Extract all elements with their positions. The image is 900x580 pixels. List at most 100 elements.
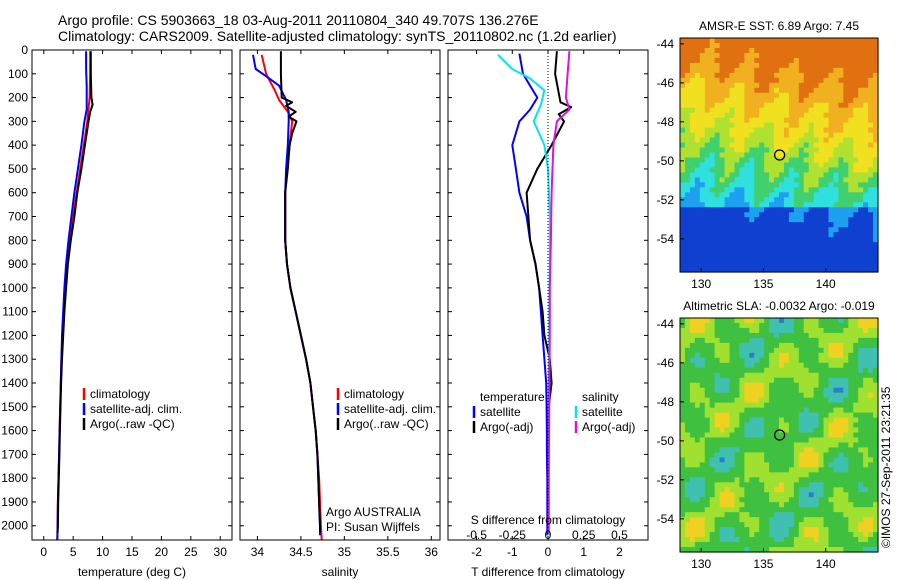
legend-salinity-title: salinity xyxy=(582,390,619,404)
figure-header: Argo profile: CS 5903663_18 03-Aug-2011 … xyxy=(58,12,616,44)
depth-tick-label: 1600 xyxy=(1,424,28,438)
temperature-xtick-label: 20 xyxy=(155,545,169,559)
difference-xtick-label: -1 xyxy=(507,545,518,559)
temperature-xtick-label: 10 xyxy=(96,545,110,559)
temperature-legend-entry: Argo(..raw -QC) xyxy=(90,417,175,431)
legend-temperature-entry: Argo(-adj) xyxy=(480,420,533,434)
sst-map-argo-marker xyxy=(773,149,786,161)
sst-map: AMSR-E SST: 6.89 Argo: 7.45 130 135 140 -44 -… xyxy=(657,19,879,291)
temperature-series-satellite-adj-clim- xyxy=(56,51,88,541)
depth-tick-label: 1300 xyxy=(1,352,28,366)
depth-tick-label: 100 xyxy=(8,67,28,81)
depth-tick-label: 200 xyxy=(8,91,28,105)
sla-map-ytick-label: -46 xyxy=(657,356,675,370)
temperature-panel: 0 5 10 15 20 25 300100200300400500600700800900… xyxy=(1,43,233,579)
sla-map-xtick-label: 140 xyxy=(816,557,836,571)
sla-map-argo-marker xyxy=(773,429,786,441)
difference-xtick-top-label: -0.25 xyxy=(499,528,527,542)
salinity-legend-entry: satellite-adj. clim. xyxy=(344,402,436,416)
salinity-xtick-label: 35.5 xyxy=(376,545,400,559)
difference-xlabel-top: S difference from climatology xyxy=(471,513,626,527)
depth-tick-label: 1000 xyxy=(1,281,28,295)
salinity-xtick-label: 34 xyxy=(251,545,265,559)
difference-xtick-label: 1 xyxy=(580,545,587,559)
difference-series-salinity-argo-adj- xyxy=(547,51,571,533)
depth-tick-label: 900 xyxy=(8,257,28,271)
depth-tick-label: 2000 xyxy=(1,519,28,533)
depth-tick-label: 1700 xyxy=(1,447,28,461)
header-line-1: Argo profile: CS 5903663_18 03-Aug-2011 … xyxy=(58,12,539,28)
depth-tick-label: 0 xyxy=(21,43,28,57)
sst-map-ytick-label: -44 xyxy=(657,37,675,51)
salinity-legend-entry: climatology xyxy=(344,387,404,401)
sst-map-xtick-label: 140 xyxy=(816,277,836,291)
depth-tick-label: 700 xyxy=(8,210,28,224)
sst-map-ytick-label: -52 xyxy=(657,193,675,207)
sst-map-ytick-label: -48 xyxy=(657,115,675,129)
sla-map-ytick-label: -52 xyxy=(657,473,675,487)
sst-map-ytick-label: -46 xyxy=(657,76,675,90)
temperature-legend-entry: satellite-adj. clim. xyxy=(90,402,182,416)
difference-series-salinity-satellite xyxy=(497,54,551,536)
depth-tick-label: 800 xyxy=(8,233,28,247)
salinity-series-argo-raw-qc- xyxy=(279,51,321,533)
sst-map-field xyxy=(680,38,879,273)
difference-xtick-top-label: -0.5 xyxy=(466,528,487,542)
depth-tick-label: 400 xyxy=(8,138,28,152)
temperature-frame xyxy=(31,49,233,541)
salinity-xlabel: salinity xyxy=(322,565,359,579)
temperature-legend-entry: climatology xyxy=(90,387,150,401)
sst-map-xtick-label: 130 xyxy=(691,277,711,291)
salinity-series-satellite-adj-clim- xyxy=(252,54,321,536)
difference-series-satellite xyxy=(511,53,549,536)
difference-xlabel: T difference from climatology xyxy=(471,565,625,579)
sst-map-ytick-label: -50 xyxy=(657,154,675,168)
depth-tick-label: 1900 xyxy=(1,495,28,509)
temperature-xtick-label: 15 xyxy=(125,545,139,559)
depth-tick-label: 500 xyxy=(8,162,28,176)
salinity-xtick-label: 34.5 xyxy=(289,545,313,559)
salinity-frame xyxy=(239,49,441,541)
sst-map-xtick-label: 135 xyxy=(753,277,773,291)
temperature-series-argo-raw-qc- xyxy=(56,51,94,533)
legend-temperature-entry: satellite xyxy=(480,405,521,419)
float-annotation: Argo AUSTRALIA xyxy=(326,505,421,519)
depth-tick-label: 600 xyxy=(8,186,28,200)
header-line-2: Climatology: CARS2009. Satellite-adjuste… xyxy=(58,28,617,44)
depth-tick-label: 300 xyxy=(8,114,28,128)
sla-map-ytick-label: -44 xyxy=(657,317,675,331)
sla-map-ytick-label: -50 xyxy=(657,434,675,448)
legend-salinity-entry: Argo(-adj) xyxy=(582,420,635,434)
depth-tick-label: 1100 xyxy=(2,305,28,319)
difference-xtick-label: 2 xyxy=(616,545,623,559)
sla-map: Altimetric SLA: -0.0032 Argo: -0.019 130 1… xyxy=(657,299,879,571)
sst-map-title: AMSR-E SST: 6.89 Argo: 7.45 xyxy=(699,19,859,33)
float-annotation: PI: Susan Wijffels xyxy=(326,520,420,534)
difference-xtick-top-label: 0 xyxy=(545,528,552,542)
depth-tick-label: 1200 xyxy=(1,328,28,342)
difference-xtick-top-label: 0.25 xyxy=(572,528,596,542)
depth-tick-label: 1500 xyxy=(1,400,28,414)
depth-tick-label: 1800 xyxy=(1,471,28,485)
sla-map-field xyxy=(680,318,879,553)
sla-map-ytick-label: -54 xyxy=(657,512,675,526)
salinity-legend-entry: Argo(..raw -QC) xyxy=(344,417,429,431)
sla-map-xtick-label: 130 xyxy=(691,557,711,571)
legend-salinity-entry: satellite xyxy=(582,405,623,419)
temperature-xtick-label: 25 xyxy=(184,545,198,559)
legend-temperature-title: temperature xyxy=(480,390,545,404)
difference-xtick-label: 0 xyxy=(545,545,552,559)
sla-map-xtick-label: 135 xyxy=(753,557,773,571)
temperature-xtick-label: 30 xyxy=(214,545,228,559)
temperature-xtick-label: 0 xyxy=(40,545,47,559)
temperature-series-climatology xyxy=(56,51,92,541)
salinity-xtick-label: 36 xyxy=(425,545,439,559)
salinity-panel: 34 34.5 35 35.5 36 salinity climatologysatelli… xyxy=(239,49,441,579)
sla-map-ytick-label: -48 xyxy=(657,395,675,409)
difference-xtick-label: -2 xyxy=(471,545,482,559)
sst-map-ytick-label: -54 xyxy=(657,232,675,246)
credit-text: ©IMOS 27-Sep-2011 23:21:35 xyxy=(879,386,893,548)
depth-tick-label: 1400 xyxy=(1,376,28,390)
temperature-xtick-label: 5 xyxy=(70,545,77,559)
